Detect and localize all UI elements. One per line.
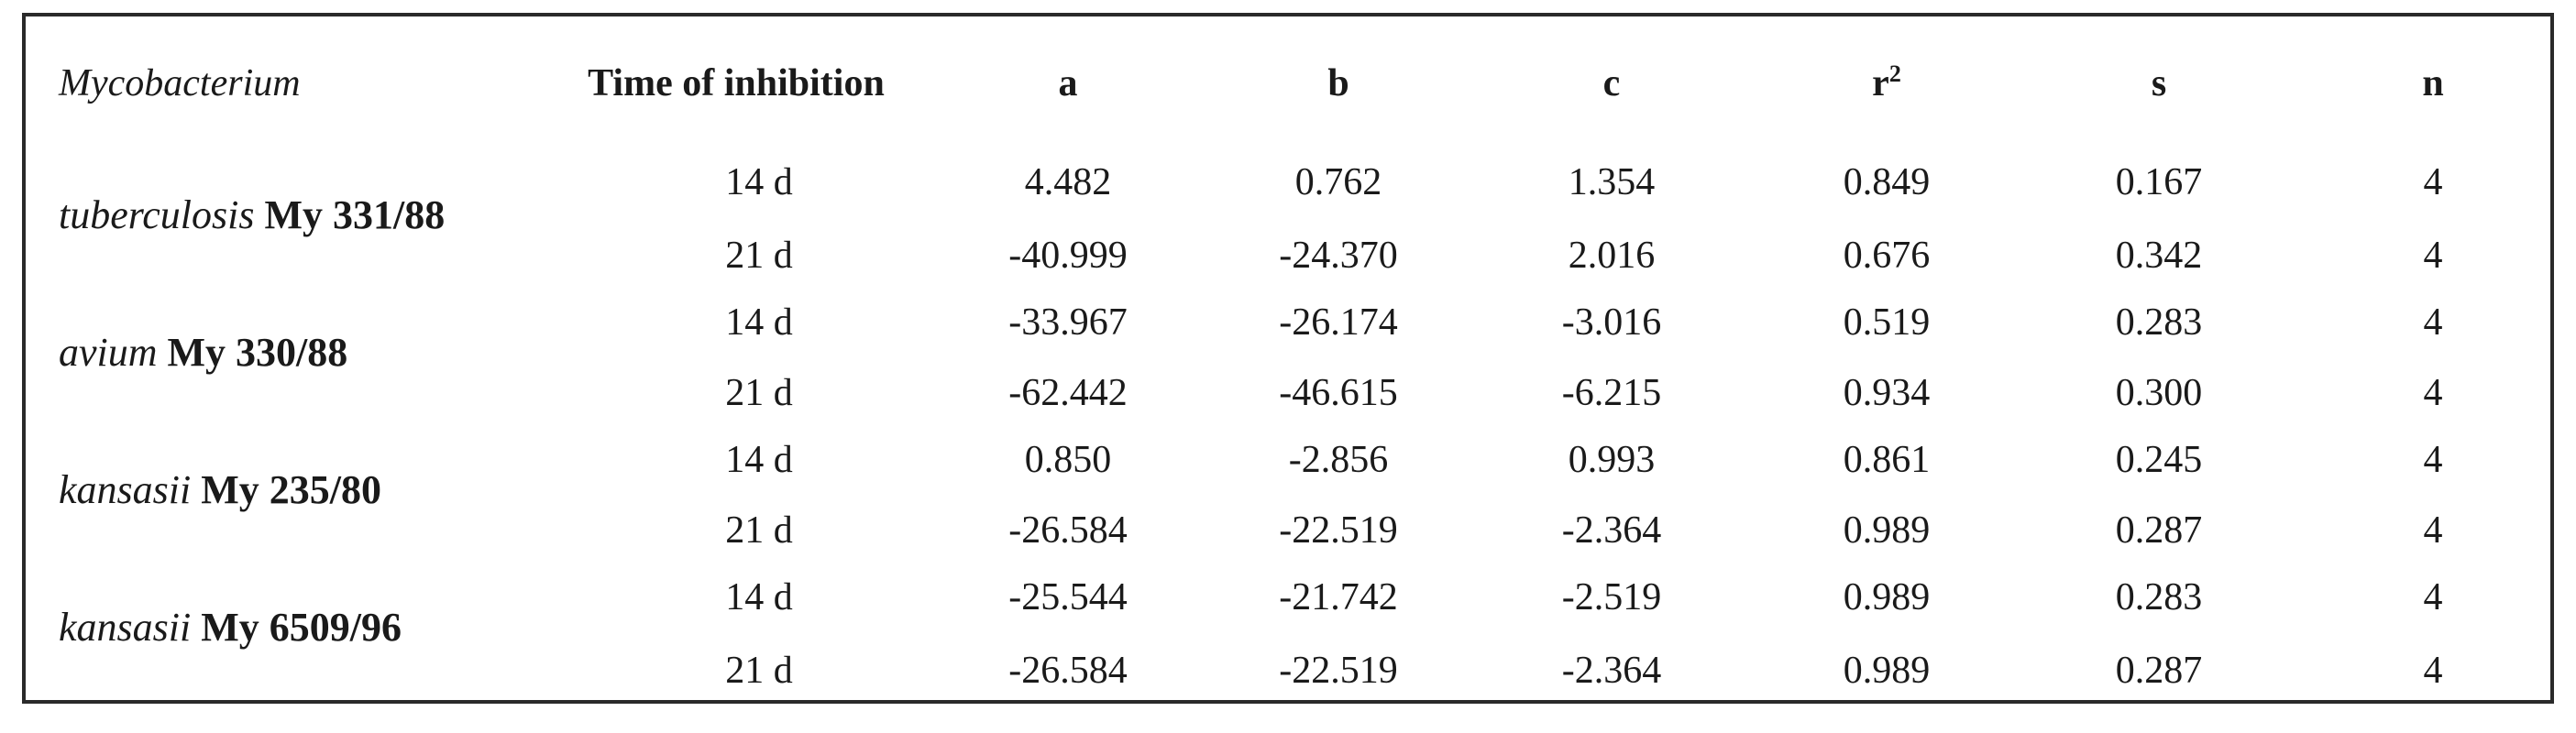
cell-s: 0.287 [2115,509,2203,552]
cell-a: -26.584 [1008,650,1128,692]
cell-time: 21 d [725,372,793,414]
cell-n: 4 [2423,161,2443,203]
cell-time: 14 d [725,576,793,618]
cell-s: 0.287 [2115,650,2203,692]
cell-c: -6.215 [1561,372,1662,414]
header-s: s [2151,62,2167,104]
header-a: a [1058,62,1078,104]
cell-r2: 0.519 [1843,301,1931,344]
strain-id: My 331/88 [254,192,446,237]
cell-n: 4 [2423,509,2443,552]
strain-id: My 235/80 [191,467,381,512]
header-c: c [1602,62,1621,104]
header-r2-sup: 2 [1888,60,1901,87]
table-frame: Mycobacterium Time of inhibition a b c r… [22,13,2554,704]
species-name: kansasii [59,467,192,512]
cell-b: -2.856 [1288,439,1389,481]
header-n: n [2422,62,2444,104]
strain-label: kansasii My 6509/96 [59,605,402,650]
cell-n: 4 [2423,439,2443,481]
cell-n: 4 [2423,372,2443,414]
cell-s: 0.342 [2115,235,2203,277]
cell-r2: 0.934 [1843,372,1931,414]
cell-a: 4.482 [1024,161,1112,203]
cell-s: 0.300 [2115,372,2203,414]
species-name: tuberculosis [59,192,255,237]
cell-a: -62.442 [1008,372,1128,414]
cell-time: 14 d [725,161,793,203]
cell-r2: 0.989 [1843,509,1931,552]
header-time: Time of inhibition [588,62,885,104]
cell-time: 14 d [725,439,793,481]
header-b: b [1327,62,1349,104]
cell-n: 4 [2423,650,2443,692]
cell-c: 0.993 [1568,439,1656,481]
strain-label: avium My 330/88 [59,333,347,373]
strain-label: kansasii My 235/80 [59,470,381,510]
strain-label: tuberculosis My 331/88 [59,195,445,235]
cell-time: 21 d [725,509,793,552]
cell-n: 4 [2423,301,2443,344]
cell-b: -26.174 [1279,301,1398,344]
cell-r2: 0.989 [1843,576,1931,618]
header-organism: Mycobacterium [59,62,301,104]
species-name: kansasii [59,605,192,650]
cell-c: 2.016 [1568,235,1656,277]
cell-s: 0.283 [2115,301,2203,344]
cell-r2: 0.849 [1843,161,1931,203]
cell-c: -2.519 [1561,576,1662,618]
cell-a: -33.967 [1008,301,1128,344]
cell-a: -26.584 [1008,509,1128,552]
cell-r2: 0.861 [1843,439,1931,481]
cell-c: -2.364 [1561,650,1662,692]
cell-b: -22.519 [1279,509,1398,552]
cell-a: 0.850 [1024,439,1112,481]
cell-c: -3.016 [1561,301,1662,344]
header-r2-base: r [1872,62,1889,104]
cell-c: 1.354 [1568,161,1656,203]
cell-n: 4 [2423,576,2443,618]
cell-n: 4 [2423,235,2443,277]
cell-time: 21 d [725,650,793,692]
strain-id: My 6509/96 [191,605,402,650]
species-name: avium [59,330,158,375]
cell-b: -24.370 [1279,235,1398,277]
cell-s: 0.283 [2115,576,2203,618]
cell-b: -22.519 [1279,650,1398,692]
cell-a: -25.544 [1008,576,1128,618]
cell-r2: 0.989 [1843,650,1931,692]
cell-time: 21 d [725,235,793,277]
cell-s: 0.167 [2115,161,2203,203]
header-r2: r2 [1872,62,1901,104]
cell-b: 0.762 [1294,161,1382,203]
cell-s: 0.245 [2115,439,2203,481]
cell-b: -21.742 [1279,576,1398,618]
cell-c: -2.364 [1561,509,1662,552]
cell-r2: 0.676 [1843,235,1931,277]
cell-b: -46.615 [1279,372,1398,414]
cell-a: -40.999 [1008,235,1128,277]
strain-id: My 330/88 [157,330,348,375]
cell-time: 14 d [725,301,793,344]
